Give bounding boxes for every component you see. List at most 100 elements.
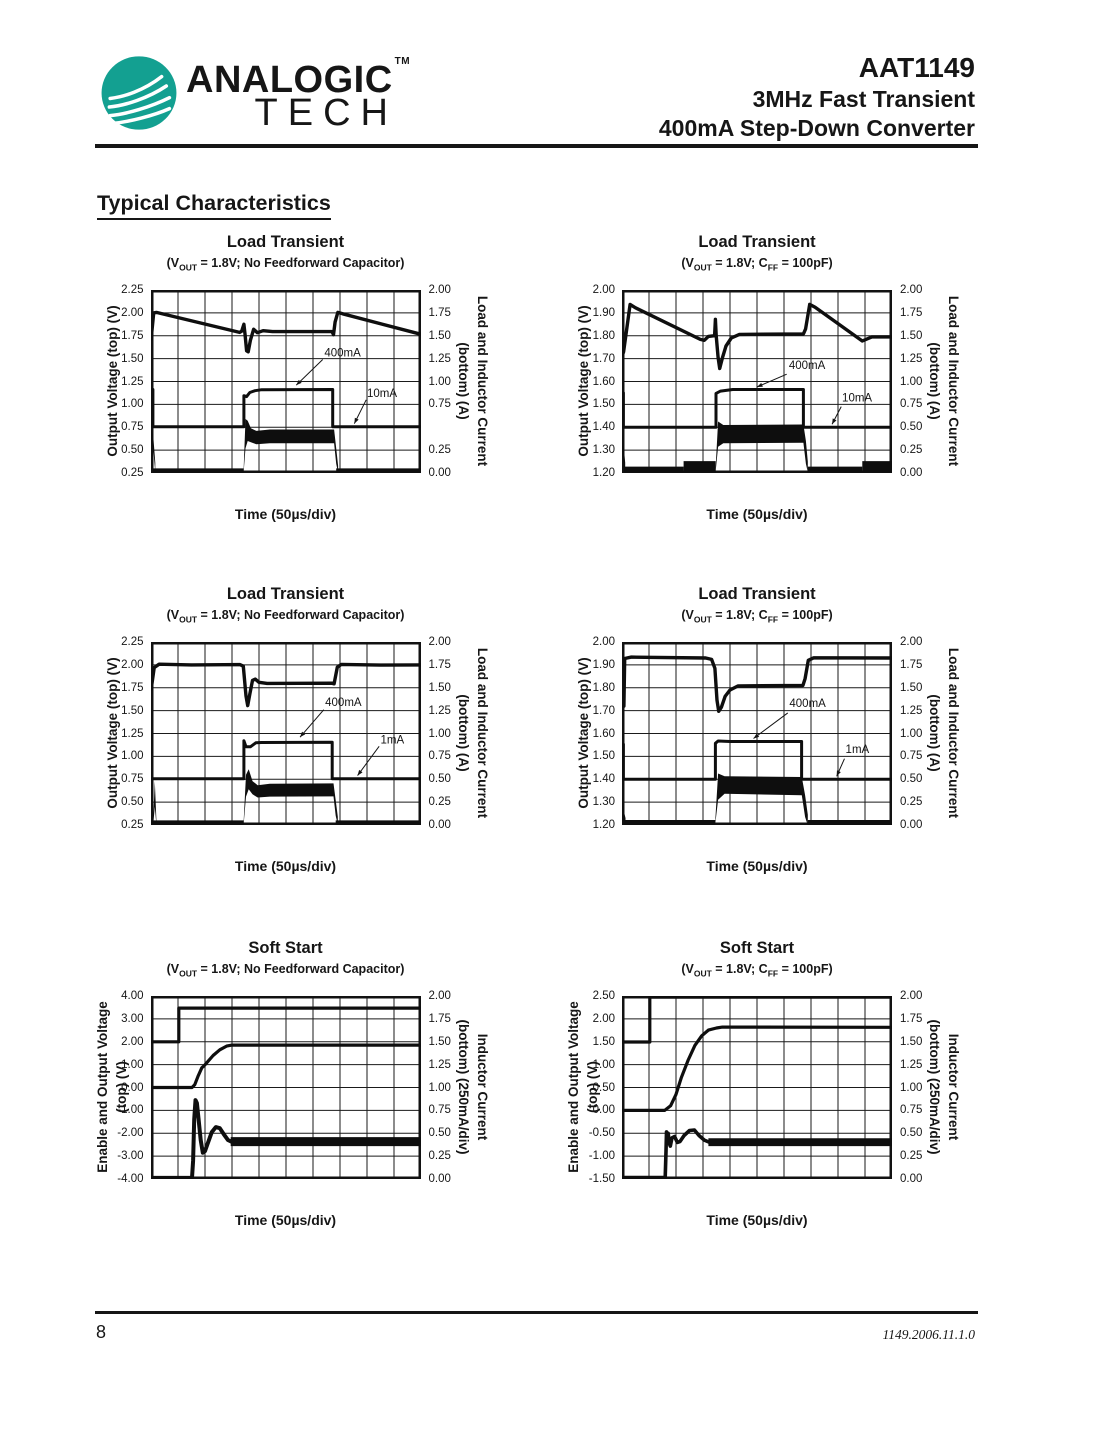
- annotation-arrow: [295, 359, 323, 386]
- right-axis-tick: 2.00: [900, 284, 923, 296]
- part-number: AAT1149: [858, 52, 975, 83]
- trace-output-voltage: [622, 1025, 892, 1112]
- trace-inductor-current-transient: [622, 1128, 711, 1179]
- left-axis-tick: 1.50: [592, 1035, 615, 1048]
- trace-output-voltage: [150, 310, 421, 354]
- right-axis-tick: 1.00: [428, 1081, 451, 1094]
- trace-output-voltage: [622, 302, 892, 371]
- annotation-label: 10mA: [842, 393, 872, 405]
- chart-title: Soft Start: [719, 939, 795, 957]
- right-axis-tick: 0.00: [900, 467, 923, 479]
- left-axis-tick: 0.00: [121, 1081, 144, 1094]
- right-axis-tick: 2.00: [428, 284, 451, 296]
- trace-load-current: [150, 739, 421, 781]
- chart-load-transient-cff-1: Load Transient (VOUT = 1.8V; CFF = 100pF…: [567, 230, 997, 535]
- right-axis-tick: 0.25: [900, 444, 923, 457]
- chart-title: Load Transient: [226, 585, 345, 603]
- chart-title: Load Transient: [698, 585, 816, 603]
- trace-load-current: [622, 388, 892, 429]
- left-axis-tick: 0.75: [121, 421, 144, 434]
- right-axis-tick: 1.50: [900, 1035, 923, 1048]
- right-axis-tick: 2.00: [900, 636, 923, 648]
- right-axis-tick: 1.25: [900, 1058, 923, 1071]
- trademark-symbol: TM: [394, 56, 411, 67]
- right-axis-tick: 0.75: [428, 750, 451, 763]
- left-axis-tick: -1.00: [117, 1104, 144, 1117]
- trace-inductor-current-baseline-2: [807, 820, 892, 825]
- x-axis-label: Time (50µs/div): [706, 1212, 808, 1228]
- grid-lines: [622, 996, 892, 1179]
- right-axis-tick: 0.25: [428, 796, 451, 809]
- left-axis-tick: -2.00: [117, 1127, 144, 1140]
- grid-lines: [150, 642, 421, 825]
- left-axis-tick: -0.50: [588, 1127, 615, 1140]
- left-axis-tick: 0.50: [121, 796, 144, 809]
- right-axis-tick: 1.00: [900, 727, 923, 740]
- right-axis-tick: 0.75: [900, 750, 923, 763]
- section-heading: Typical Characteristics: [97, 191, 331, 220]
- logo-text-analogic: ANALOGIC TM: [186, 56, 411, 101]
- oscilloscope-plot: 400mA 1mA: [622, 642, 892, 825]
- right-axis-tick: 1.25: [428, 1058, 451, 1071]
- left-axis-tick: 1.90: [592, 658, 615, 671]
- left-axis-tick: 0.50: [121, 444, 144, 457]
- left-axis-tick: 1.50: [592, 750, 615, 763]
- oscilloscope-plot: 400mA 10mA: [150, 290, 421, 473]
- left-axis-tick: 1.30: [592, 796, 615, 809]
- trace-inductor-current-pulse: [715, 773, 808, 825]
- trace-inductor-current-baseline-2: [335, 820, 421, 825]
- trace-inductor-current-baseline-2: [335, 468, 421, 473]
- right-axis-tick: 1.25: [428, 704, 451, 717]
- plot-frame: [622, 642, 892, 825]
- x-axis-label: Time (50µs/div): [706, 858, 808, 874]
- annotation-label: 400mA: [324, 348, 361, 360]
- trace-inductor-current-left-tail: [622, 433, 626, 473]
- left-axis-tick: 2.00: [592, 1012, 615, 1025]
- annotation-arrowhead: [295, 379, 302, 386]
- annotation-label: 400mA: [325, 697, 362, 709]
- x-axis-label: Time (50µs/div): [234, 506, 337, 522]
- trace-enable-voltage: [622, 996, 892, 1044]
- left-axis-tick: 1.80: [592, 329, 615, 342]
- left-axis-tick: 1.70: [592, 704, 615, 717]
- left-axis-tick: 2.00: [121, 306, 144, 319]
- trace-output-voltage: [622, 655, 892, 713]
- trace-inductor-current-baseline-2: [807, 466, 863, 473]
- page-number: 8: [96, 1322, 107, 1342]
- header-rule: [95, 144, 978, 148]
- right-axis-tick: [429, 420, 491, 434]
- trace-inductor-current-baseline-1: [152, 468, 244, 473]
- left-axis-tick: 1.40: [592, 773, 615, 786]
- right-axis-tick: 1.75: [900, 658, 923, 671]
- right-axis-tick: 1.75: [428, 658, 451, 671]
- right-axis-tick: 0.00: [428, 467, 451, 479]
- trace-output-voltage: [150, 1043, 421, 1090]
- trace-inductor-current-burst-2: [862, 461, 892, 473]
- right-axis-tick: 0.25: [900, 796, 923, 809]
- left-axis-tick: 2.50: [592, 990, 615, 1002]
- doc-subtitle-1: 3MHz Fast Transient: [752, 86, 975, 112]
- left-axis-tick: 0.00: [592, 1104, 615, 1117]
- left-axis-tick: 3.00: [121, 1012, 144, 1025]
- left-axis-tick: 0.25: [121, 467, 144, 479]
- trace-inductor-current-baseline-1: [150, 820, 244, 825]
- left-axis-tick: 0.50: [592, 1081, 615, 1094]
- right-axis-tick: 0.50: [428, 773, 451, 786]
- left-axis-tick: 4.00: [121, 990, 144, 1002]
- right-axis-tick: 0.00: [428, 1173, 451, 1185]
- trace-load-current: [622, 739, 892, 781]
- right-axis-tick: 1.50: [428, 329, 451, 342]
- left-axis-tick: 2.00: [592, 284, 615, 296]
- chart-subtitle: (VOUT = 1.8V; No Feedforward Capacitor): [166, 256, 405, 273]
- right-axis-tick: 1.25: [428, 352, 451, 365]
- trace-inductor-current-baseline-1: [624, 466, 684, 473]
- right-axis-tick: 1.50: [900, 329, 923, 342]
- annotation-arrowhead: [753, 733, 760, 739]
- right-axis-tick: 0.50: [900, 1127, 923, 1140]
- left-axis-tick: 1.00: [592, 1058, 615, 1071]
- left-axis-tick: -3.00: [117, 1150, 144, 1163]
- right-axis-tick: 1.00: [428, 375, 451, 388]
- x-axis-label: Time (50µs/div): [234, 1212, 337, 1228]
- trace-enable-voltage: [150, 1006, 421, 1044]
